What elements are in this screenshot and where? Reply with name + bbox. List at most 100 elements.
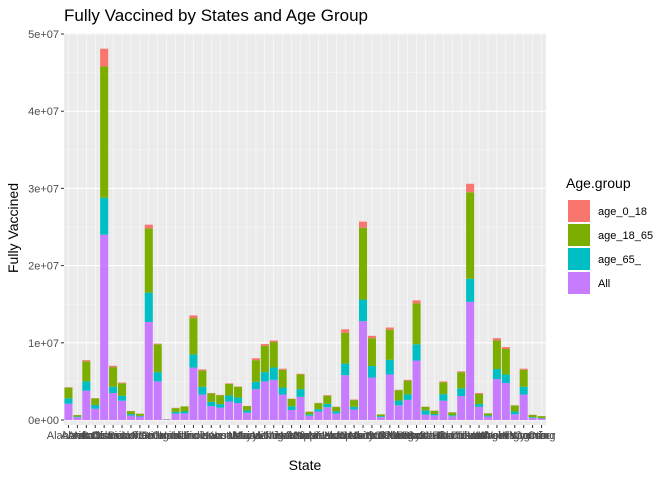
bar-segment-All bbox=[135, 416, 144, 420]
x-tick-label: Idaho bbox=[171, 430, 199, 442]
bar-segment-age_0_18 bbox=[153, 343, 162, 345]
x-tick-label: Oregon bbox=[389, 430, 426, 442]
bar-segment-age_18_65 bbox=[118, 383, 127, 396]
bar-segment-age_65_ bbox=[109, 386, 118, 393]
bar-segment-age_65_ bbox=[82, 381, 91, 391]
bar-segment-age_18_65 bbox=[457, 372, 466, 389]
x-tick-label: New York bbox=[340, 430, 387, 442]
bar-segment-age_18_65 bbox=[376, 414, 385, 417]
x-tick-label: Arizona bbox=[68, 430, 106, 442]
bar-segment-All bbox=[519, 394, 528, 420]
x-tick-label: Indiana bbox=[184, 430, 221, 442]
bar-segment-All bbox=[457, 396, 466, 420]
x-tick-label: Delaware bbox=[108, 430, 154, 442]
bar-segment-All bbox=[269, 379, 278, 420]
bar-segment-age_0_18 bbox=[519, 368, 528, 370]
bar-segment-age_18_65 bbox=[412, 303, 421, 345]
x-axis-title: State bbox=[289, 457, 322, 473]
bar-segment-age_18_65 bbox=[153, 344, 162, 373]
bar-segment-age_18_65 bbox=[439, 382, 448, 395]
bar-segment-age_0_18 bbox=[501, 347, 510, 349]
bar-segment-age_65_ bbox=[439, 394, 448, 401]
bar-segment-age_18_65 bbox=[171, 408, 180, 412]
bar-segment-All bbox=[367, 377, 376, 420]
bar-segment-All bbox=[510, 414, 519, 420]
x-tick-label: Pennsylvania bbox=[384, 430, 450, 442]
bar-segment-age_65_ bbox=[216, 404, 225, 408]
bar-segment-age_65_ bbox=[359, 299, 368, 322]
x-tick-label: Other bbox=[528, 430, 556, 442]
x-tick-label: Massachusetts bbox=[228, 430, 302, 442]
bar-segment-All bbox=[448, 416, 457, 420]
bar-segment-age_0_18 bbox=[359, 221, 368, 228]
x-tick-label: Tennessee bbox=[435, 430, 488, 442]
bar-segment-age_65_ bbox=[144, 292, 153, 322]
x-tick-label: Utah bbox=[467, 430, 490, 442]
x-tick-label: Minnesota bbox=[257, 430, 309, 442]
bar-segment-age_18_65 bbox=[510, 405, 519, 412]
bar-segment-All bbox=[403, 399, 412, 420]
x-tick-label: Missouri bbox=[280, 430, 321, 442]
bar-segment-All bbox=[421, 414, 430, 420]
bar-segment-All bbox=[225, 401, 234, 420]
bar-segment-age_65_ bbox=[421, 410, 430, 415]
bar-segment-age_0_18 bbox=[475, 392, 484, 394]
bar-segment-age_18_65 bbox=[367, 338, 376, 366]
bar-segment-age_65_ bbox=[501, 374, 510, 383]
bar-segment-All bbox=[492, 379, 501, 420]
bar-segment-All bbox=[323, 407, 332, 420]
bar-segment-age_0_18 bbox=[367, 335, 376, 339]
bar-segment-age_0_18 bbox=[439, 381, 448, 383]
bar-segment-age_65_ bbox=[242, 410, 251, 413]
x-tick-label: Texas bbox=[456, 430, 485, 442]
bar-segment-age_18_65 bbox=[91, 398, 100, 405]
bar-segment-age_0_18 bbox=[385, 327, 394, 330]
bar-segment-age_0_18 bbox=[118, 382, 127, 384]
bar-segment-age_18_65 bbox=[430, 410, 439, 414]
x-tick-label: Vermont bbox=[467, 430, 508, 442]
bar-segment-All bbox=[501, 382, 510, 420]
bar-segment-All bbox=[180, 413, 189, 420]
x-tick-label: Rhode Island bbox=[402, 430, 467, 442]
bar-segment-age_18_65 bbox=[260, 345, 269, 373]
bar-segment-age_65_ bbox=[269, 367, 278, 380]
legend-key-age_0_18 bbox=[568, 200, 590, 222]
bar-segment-All bbox=[332, 413, 341, 420]
bar-segment-age_0_18 bbox=[225, 383, 234, 384]
bar-segment-age_18_65 bbox=[269, 342, 278, 368]
x-tick-label: Washington bbox=[477, 430, 535, 442]
bar-segment-age_18_65 bbox=[251, 360, 260, 382]
bar-segment-All bbox=[251, 389, 260, 420]
x-tick-label: Virginia bbox=[479, 430, 516, 442]
bar-segment-All bbox=[483, 416, 492, 420]
bar-segment-All bbox=[216, 407, 225, 420]
bar-segment-age_65_ bbox=[475, 403, 484, 407]
bar-segment-age_18_65 bbox=[296, 374, 305, 390]
x-tick-label: Maryland bbox=[233, 430, 278, 442]
bar-segment-All bbox=[537, 418, 546, 420]
bar-segment-All bbox=[64, 403, 73, 420]
y-axis-title: Fully Vaccined bbox=[5, 183, 21, 273]
bar-segment-All bbox=[91, 408, 100, 420]
bar-segment-All bbox=[528, 417, 537, 420]
bar-segment-All bbox=[466, 301, 475, 420]
bar-segment-age_0_18 bbox=[260, 343, 269, 346]
x-tick-label: Georgia bbox=[138, 430, 178, 442]
bar-segment-age_18_65 bbox=[100, 66, 109, 198]
bar-segment-age_18_65 bbox=[287, 399, 296, 407]
bar-segment-All bbox=[126, 415, 135, 420]
bar-segment-All bbox=[287, 409, 296, 420]
bar-segment-All bbox=[385, 374, 394, 420]
bar-segment-age_0_18 bbox=[492, 338, 501, 341]
x-tick-label: Maine bbox=[232, 430, 262, 442]
x-tick-label: Puerto Rico bbox=[397, 430, 454, 442]
legend-key-age_18_65 bbox=[568, 224, 590, 246]
x-tick-label: Nebraska bbox=[295, 430, 343, 442]
x-tick-label: Guam bbox=[152, 430, 182, 442]
x-tick-label: North Dakota bbox=[348, 430, 414, 442]
x-tick-label: Michigan bbox=[252, 430, 296, 442]
bar-segment-age_65_ bbox=[412, 344, 421, 361]
bar-segment-age_18_65 bbox=[323, 395, 332, 404]
x-tick-label: Hawaii bbox=[159, 430, 192, 442]
x-tick-label: New Hampshire bbox=[297, 430, 375, 442]
